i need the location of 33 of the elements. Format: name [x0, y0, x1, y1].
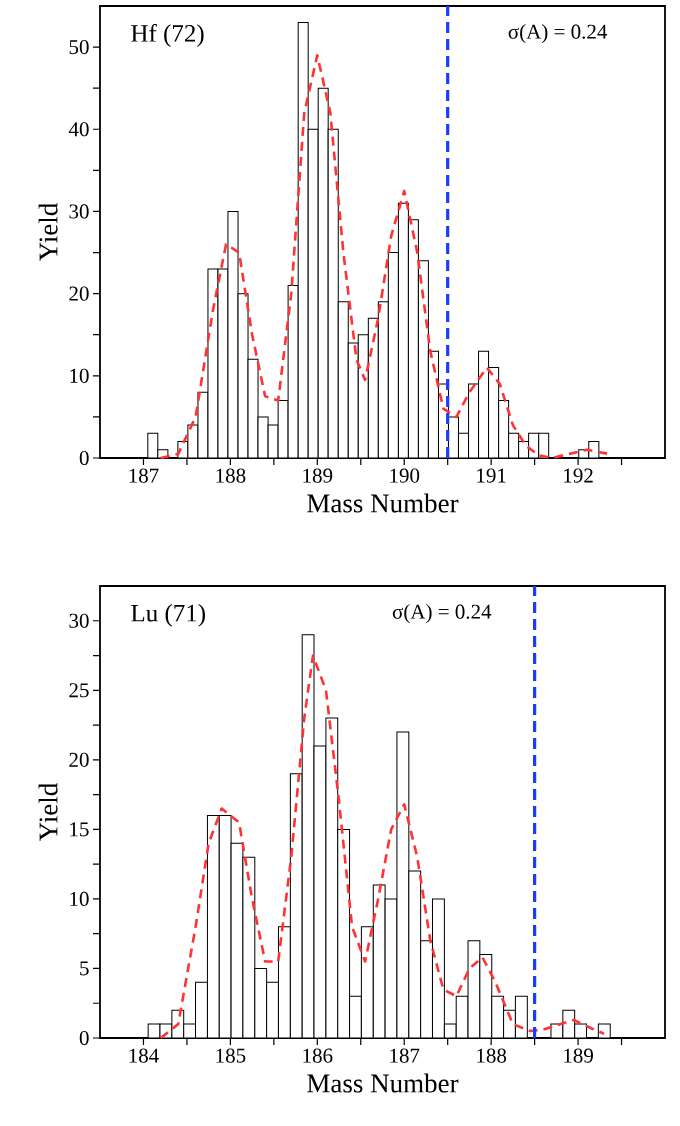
y-axis-title: Yield	[38, 203, 58, 261]
y-tick-label: 25	[69, 683, 89, 698]
y-tick-label: 5	[80, 961, 89, 976]
y-tick-label: 50	[69, 40, 89, 55]
x-tick-label: 189	[303, 468, 333, 483]
x-tick-label: 188	[216, 468, 246, 483]
y-tick-label: 40	[68, 122, 89, 137]
y-tick-label: 30	[69, 204, 89, 219]
annotation: Hf (72)	[131, 24, 204, 47]
y-tick-label: 20	[69, 286, 89, 301]
y-tick-label: 10	[70, 368, 89, 383]
y-axis-title: Yield	[38, 783, 58, 841]
y-tick-label: 0	[79, 450, 89, 466]
x-tick-label: 187	[129, 468, 159, 483]
y-tick-label: 0	[79, 1030, 89, 1046]
y-tick-label: 10	[70, 891, 89, 906]
annotation: Lu (71)	[131, 604, 206, 627]
x-tick-label: 187	[390, 1048, 420, 1063]
x-axis-title: Mass Number	[307, 493, 459, 513]
x-tick-label: 190	[390, 468, 420, 483]
x-tick-label: 188	[477, 1048, 507, 1063]
y-tick-label: 15	[70, 822, 89, 837]
annotation: σ(A) = 0.24	[508, 24, 608, 44]
x-tick-label: 189	[564, 1048, 593, 1063]
annotation: σ(A) = 0.24	[392, 604, 492, 624]
x-tick-label: 191	[477, 468, 506, 483]
x-tick-label: 186	[303, 1048, 333, 1063]
x-tick-label: 184	[129, 1048, 159, 1063]
x-tick-label: 185	[216, 1048, 246, 1063]
y-tick-label: 30	[69, 613, 89, 628]
x-tick-label: 192	[564, 468, 593, 483]
y-tick-label: 20	[69, 752, 89, 767]
x-axis-title: Mass Number	[307, 1073, 459, 1093]
